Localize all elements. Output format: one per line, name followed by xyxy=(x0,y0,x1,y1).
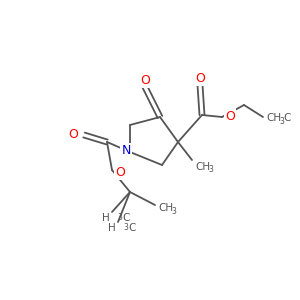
Text: C: C xyxy=(128,223,135,233)
Text: O: O xyxy=(140,74,150,86)
Text: O: O xyxy=(115,166,125,178)
Text: O: O xyxy=(225,110,235,122)
Text: CH: CH xyxy=(266,113,281,123)
Text: C: C xyxy=(283,113,290,123)
Text: C: C xyxy=(122,213,129,223)
Text: 3: 3 xyxy=(208,166,213,175)
Text: H: H xyxy=(108,223,116,233)
Text: N: N xyxy=(121,145,131,158)
Text: 3: 3 xyxy=(279,116,284,125)
Text: O: O xyxy=(195,71,205,85)
Text: 3: 3 xyxy=(117,214,122,223)
Text: CH: CH xyxy=(195,162,210,172)
Text: H: H xyxy=(102,213,110,223)
Text: O: O xyxy=(68,128,78,140)
Text: 3: 3 xyxy=(123,224,128,232)
Text: 3: 3 xyxy=(171,206,176,215)
Text: CH: CH xyxy=(158,203,173,213)
